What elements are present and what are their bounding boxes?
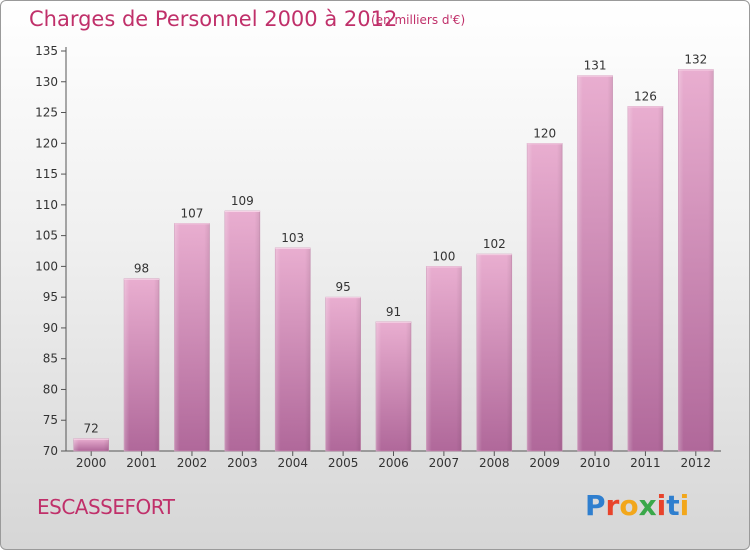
proxiti-logo: Proxiti [585, 489, 689, 522]
y-tick-label: 95 [43, 290, 58, 304]
x-tick-label: 2005 [328, 456, 359, 470]
y-tick-label: 90 [43, 321, 58, 335]
y-tick-label: 120 [35, 136, 58, 150]
y-tick-label: 100 [35, 259, 58, 273]
y-tick-label: 105 [35, 229, 58, 243]
logo-letter: t [666, 489, 680, 522]
chart-subtitle: (en milliers d'€) [371, 13, 466, 27]
bar-value-label: 102 [483, 237, 506, 251]
y-tick-label: 110 [35, 198, 58, 212]
bar-shade [275, 247, 311, 451]
x-tick-label: 2009 [529, 456, 560, 470]
x-tick-label: 2008 [479, 456, 510, 470]
bar-shade [224, 211, 260, 451]
chart-title: Charges de Personnel 2000 à 2012 [29, 7, 398, 31]
bar-shade [124, 278, 160, 451]
bar-value-label: 91 [386, 305, 401, 319]
bar-value-label: 132 [684, 52, 707, 66]
y-tick-label: 135 [35, 44, 58, 58]
bar-shade [577, 75, 613, 451]
bar-value-label: 131 [584, 59, 607, 73]
x-tick-label: 2004 [277, 456, 308, 470]
commune-name: ESCASSEFORT [37, 495, 175, 519]
x-tick-label: 2003 [227, 456, 258, 470]
bar-value-label: 98 [134, 262, 149, 276]
x-tick-label: 2006 [378, 456, 409, 470]
bar-shade [325, 297, 361, 451]
bar-shade [174, 223, 210, 451]
y-tick-label: 85 [43, 352, 58, 366]
chart-axes: 70 75 80 85 90 95 100 105 110 115 120 125 130 135 2000… [35, 44, 721, 470]
bar-value-label: 109 [231, 194, 254, 208]
y-tick-label: 115 [35, 167, 58, 181]
logo-letter: x [638, 489, 657, 522]
x-tick-label: 2011 [630, 456, 661, 470]
y-tick-label: 75 [43, 413, 58, 427]
y-tick-label: 130 [35, 75, 58, 89]
x-tick-label: 2000 [76, 456, 107, 470]
x-tick-label: 2002 [177, 456, 208, 470]
x-tick-label: 2010 [580, 456, 611, 470]
bar-value-label: 100 [432, 249, 455, 263]
bar-value-label: 72 [84, 422, 99, 436]
logo-letter: o [619, 489, 639, 522]
bar-shade [376, 321, 411, 451]
bar-shade [426, 266, 462, 451]
chart-data-labels: 72 98 107 109 103 95 91 100 102 120 131 126 132 [84, 52, 708, 435]
y-tick-label: 70 [43, 444, 58, 458]
logo-letter: P [585, 489, 606, 522]
x-tick-label: 2007 [429, 456, 460, 470]
chart-bars [73, 69, 714, 452]
bar-shade [527, 143, 563, 452]
logo-letter: i [656, 489, 667, 522]
logo-letter: i [679, 489, 690, 522]
x-tick-label: 2001 [126, 456, 157, 470]
bar-value-label: 95 [335, 280, 350, 294]
bar-value-label: 107 [181, 206, 204, 220]
logo-letter: r [605, 489, 620, 522]
bar-shade [627, 106, 663, 451]
bar-value-label: 126 [634, 89, 657, 103]
x-tick-label: 2012 [681, 456, 712, 470]
bar-shade [678, 69, 714, 451]
bar-value-label: 120 [533, 126, 556, 140]
y-tick-label: 80 [43, 382, 58, 396]
bar-value-label: 103 [281, 231, 304, 245]
bar-shade [476, 254, 512, 451]
bar-shade [73, 438, 109, 451]
y-tick-label: 125 [35, 106, 58, 120]
